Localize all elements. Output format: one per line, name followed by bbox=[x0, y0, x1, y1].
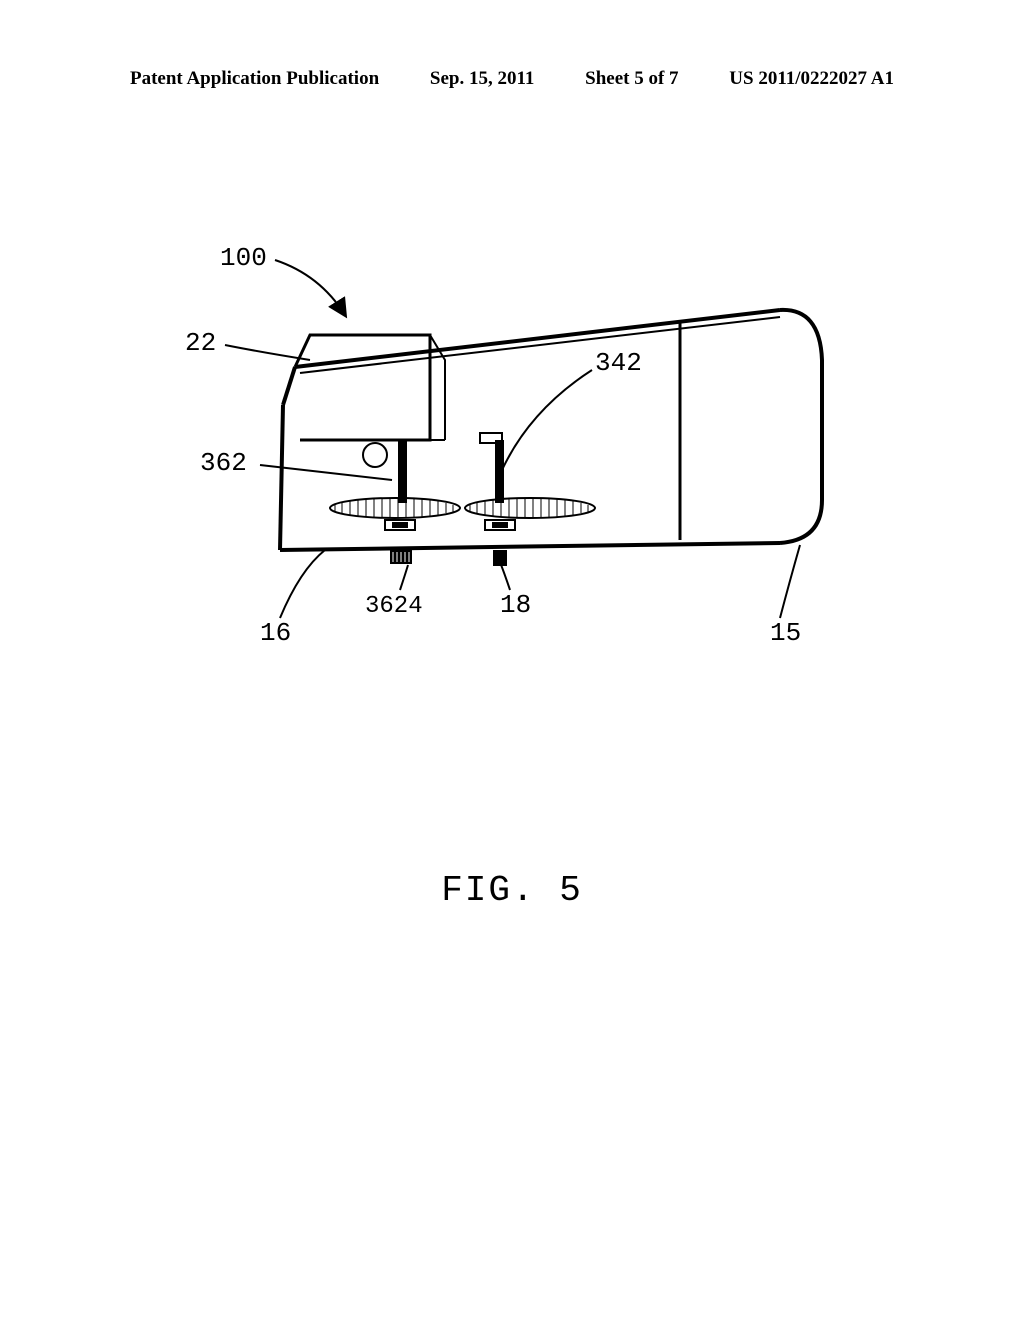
gear-right bbox=[465, 498, 595, 518]
knob-left bbox=[390, 550, 412, 564]
gear-left bbox=[330, 498, 460, 518]
ref-362: 362 bbox=[200, 448, 247, 478]
ref-15: 15 bbox=[770, 618, 801, 648]
ref-18: 18 bbox=[500, 590, 531, 620]
ref-342: 342 bbox=[595, 348, 642, 378]
ref-22: 22 bbox=[185, 328, 216, 358]
publication-number: US 2011/0222027 A1 bbox=[729, 68, 894, 90]
ref-16: 16 bbox=[260, 618, 291, 648]
publication-date: Sep. 15, 2011 bbox=[430, 68, 535, 90]
figure-svg: 100 22 342 362 16 3624 18 15 bbox=[100, 240, 920, 740]
figure-caption: FIG. 5 bbox=[0, 870, 1024, 911]
ref-100: 100 bbox=[220, 243, 267, 273]
sheet-info: Sheet 5 of 7 bbox=[585, 68, 678, 90]
ref-3624: 3624 bbox=[365, 593, 423, 620]
page-header: Patent Application Publication Sep. 15, … bbox=[0, 68, 1024, 90]
publication-type: Patent Application Publication bbox=[130, 68, 379, 90]
patent-figure: 100 22 342 362 16 3624 18 15 bbox=[100, 240, 920, 740]
